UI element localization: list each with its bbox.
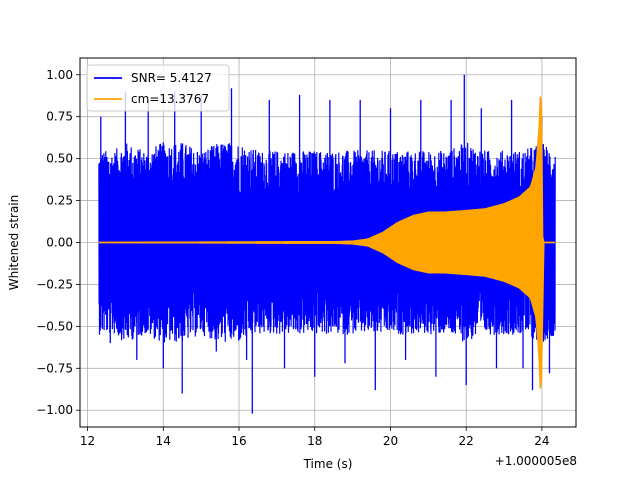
y-tick-label: −0.75 (36, 361, 73, 375)
y-tick-label: 0.75 (46, 110, 73, 124)
y-axis-label: Whitened strain (7, 195, 21, 291)
x-tick-label: 12 (80, 434, 95, 448)
x-tick-label: 16 (231, 434, 246, 448)
legend-label-cm: cm=13.3767 (131, 92, 209, 106)
ticks: 12 14 16 18 20 22 24 −1.00 −0.75 −0.50 −0.25 0.00 0.… (36, 68, 549, 448)
x-axis-label: Time (s) (303, 457, 353, 471)
x-axis-offset-label: +1.000005e8 (495, 454, 577, 468)
legend-label-snr: SNR= 5.4127 (131, 71, 212, 85)
y-tick-label: 0.25 (46, 194, 73, 208)
y-tick-label: −1.00 (36, 403, 73, 417)
y-tick-label: 1.00 (46, 68, 73, 82)
y-tick-label: 0.00 (46, 236, 73, 250)
legend-box (86, 64, 230, 112)
series-layer (98, 74, 556, 414)
y-tick-label: −0.25 (36, 277, 73, 291)
x-tick-label: 18 (307, 434, 322, 448)
x-tick-label: 20 (383, 434, 398, 448)
x-tick-label: 22 (459, 434, 474, 448)
x-tick-label: 14 (156, 434, 171, 448)
x-tick-label: 24 (534, 434, 549, 448)
series-cm (98, 96, 556, 389)
y-tick-label: 0.50 (46, 152, 73, 166)
y-tick-label: −0.50 (36, 319, 73, 333)
legend: SNR= 5.4127 cm=13.3767 (86, 64, 230, 112)
